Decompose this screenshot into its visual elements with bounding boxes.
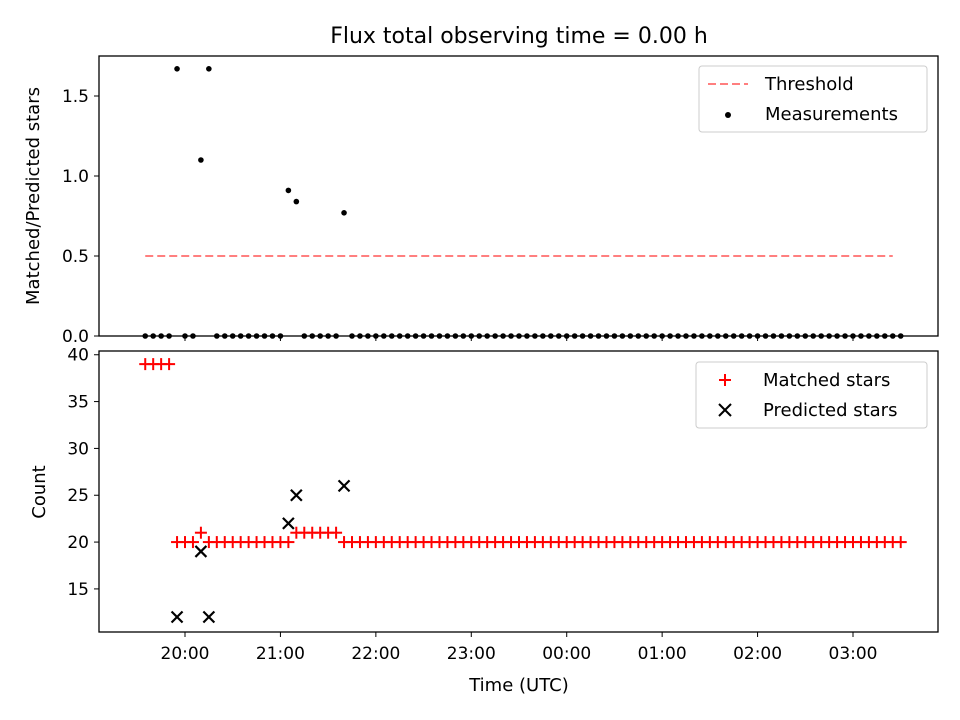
bottom-y-tick-label: 35	[67, 393, 89, 413]
matched-star-marker	[894, 536, 907, 549]
matched-star-marker	[186, 536, 199, 549]
top-legend-box	[698, 65, 928, 133]
x-tick-label: 02:00	[733, 644, 782, 664]
chart-title: Flux total observing time = 0.00 h	[330, 24, 708, 49]
legend-predicted-label: Predicted stars	[763, 400, 897, 421]
x-tick-label: 01:00	[638, 644, 687, 664]
matched-star-marker	[194, 526, 207, 539]
bottom-legend-box	[695, 361, 928, 429]
top-panel: 0.0 0.5 1.0 1.5 Matched/Predicted stars Thr…	[23, 55, 939, 347]
legend-threshold-label: Threshold	[764, 74, 854, 95]
measurement-point	[198, 157, 204, 163]
measurement-point	[206, 66, 212, 72]
measurement-point	[285, 187, 292, 194]
top-y-tick-label: 0.5	[62, 247, 89, 267]
bottom-y-axis-label: Count	[29, 465, 50, 518]
legend-predicted-swatch	[718, 403, 732, 417]
top-y-tick-label: 1.5	[62, 87, 89, 107]
x-tick-label: 21:00	[256, 644, 305, 664]
bottom-y-tick-label: 25	[67, 486, 89, 506]
top-plot-frame	[98, 55, 939, 337]
top-y-tick-label: 0.0	[62, 327, 89, 347]
x-tick-label: 22:00	[351, 644, 400, 664]
top-y-axis-label: Matched/Predicted stars	[23, 87, 44, 305]
predicted-star-marker	[202, 610, 216, 624]
bottom-y-tick-label: 15	[67, 580, 89, 600]
x-tick-label: 23:00	[447, 644, 496, 664]
top-y-tick-label: 1.0	[62, 167, 89, 187]
bottom-series	[139, 358, 907, 624]
predicted-star-marker	[170, 610, 184, 624]
x-axis-label: Time (UTC)	[468, 675, 569, 696]
matched-star-marker	[163, 358, 176, 371]
bottom-y-tick-label: 30	[67, 439, 89, 459]
matched-star-marker	[330, 526, 343, 539]
top-legend: Threshold Measurements	[698, 65, 928, 133]
x-tick-label: 00:00	[542, 644, 591, 664]
bottom-legend: Matched stars Predicted stars	[695, 361, 928, 429]
bottom-y-tick-label: 40	[67, 346, 89, 366]
legend-matched-swatch	[719, 374, 731, 386]
bottom-plot-frame	[98, 350, 939, 633]
x-tick-label: 20:00	[161, 644, 210, 664]
legend-measurements-label: Measurements	[765, 104, 898, 125]
top-axes: 0.0 0.5 1.0 1.5	[62, 87, 854, 347]
predicted-star-marker	[194, 545, 208, 558]
bottom-y-tick-label: 20	[67, 533, 89, 553]
measurement-point	[174, 66, 180, 72]
matched-star-marker	[282, 536, 295, 549]
bottom-panel: 15 20 25 30 35 40 20:00 21:00 22:00 23:00 00:00 01:…	[29, 346, 939, 696]
predicted-star-marker	[337, 479, 351, 493]
legend-measurements-swatch	[725, 112, 731, 118]
predicted-star-marker	[282, 517, 295, 530]
legend-matched-label: Matched stars	[763, 370, 890, 391]
predicted-star-marker	[290, 488, 303, 502]
measurement-point	[293, 198, 300, 205]
x-tick-label: 03:00	[829, 644, 878, 664]
bottom-axes: 15 20 25 30 35 40 20:00 21:00 22:00 23:00 00:00 01:…	[67, 346, 877, 664]
measurement-point	[341, 210, 347, 216]
